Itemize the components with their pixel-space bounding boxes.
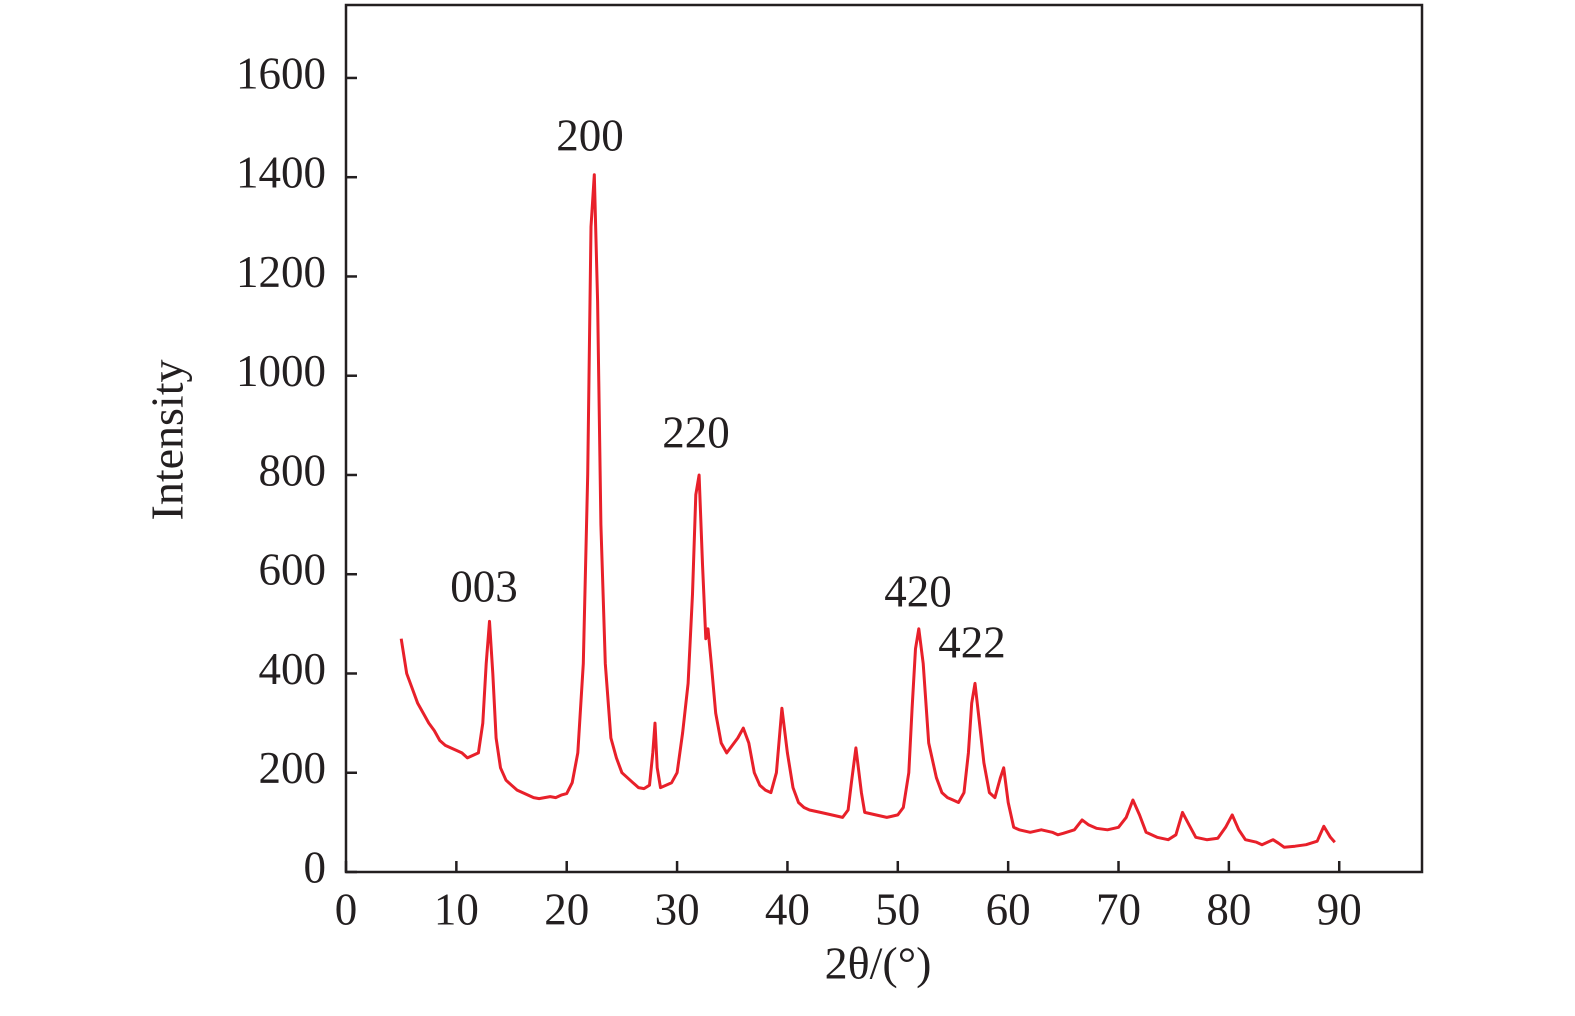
x-tick-label: 90 <box>1317 884 1362 934</box>
x-tick-label: 30 <box>655 884 700 934</box>
peak-label: 003 <box>450 561 518 611</box>
x-tick-label: 60 <box>986 884 1031 934</box>
plot-frame <box>344 3 1424 874</box>
y-tick-label: 1200 <box>236 247 326 297</box>
y-tick-label: 0 <box>304 842 327 892</box>
y-axis-label: Intensity <box>142 360 193 521</box>
peak-label: 420 <box>884 566 952 616</box>
peak-label: 220 <box>662 407 730 457</box>
x-axis-label: 2θ/(°) <box>825 938 932 989</box>
x-tick-label: 10 <box>434 884 479 934</box>
y-tick-label: 600 <box>259 545 327 595</box>
x-tick-label: 40 <box>765 884 810 934</box>
y-tick-label: 1400 <box>236 148 326 198</box>
x-tick-label: 80 <box>1206 884 1251 934</box>
x-tick-label: 20 <box>544 884 589 934</box>
x-tick-label: 50 <box>875 884 920 934</box>
y-tick-label: 400 <box>259 644 327 694</box>
y-tick-label: 1600 <box>236 48 326 98</box>
y-tick-label: 1000 <box>236 346 326 396</box>
data-line <box>399 173 1336 849</box>
peak-label: 200 <box>556 110 624 160</box>
y-tick-label: 200 <box>259 743 327 793</box>
peak-label: 422 <box>938 617 1006 667</box>
x-tick-label: 70 <box>1096 884 1141 934</box>
x-tick-label: 0 <box>335 884 358 934</box>
y-tick-label: 800 <box>259 445 327 495</box>
